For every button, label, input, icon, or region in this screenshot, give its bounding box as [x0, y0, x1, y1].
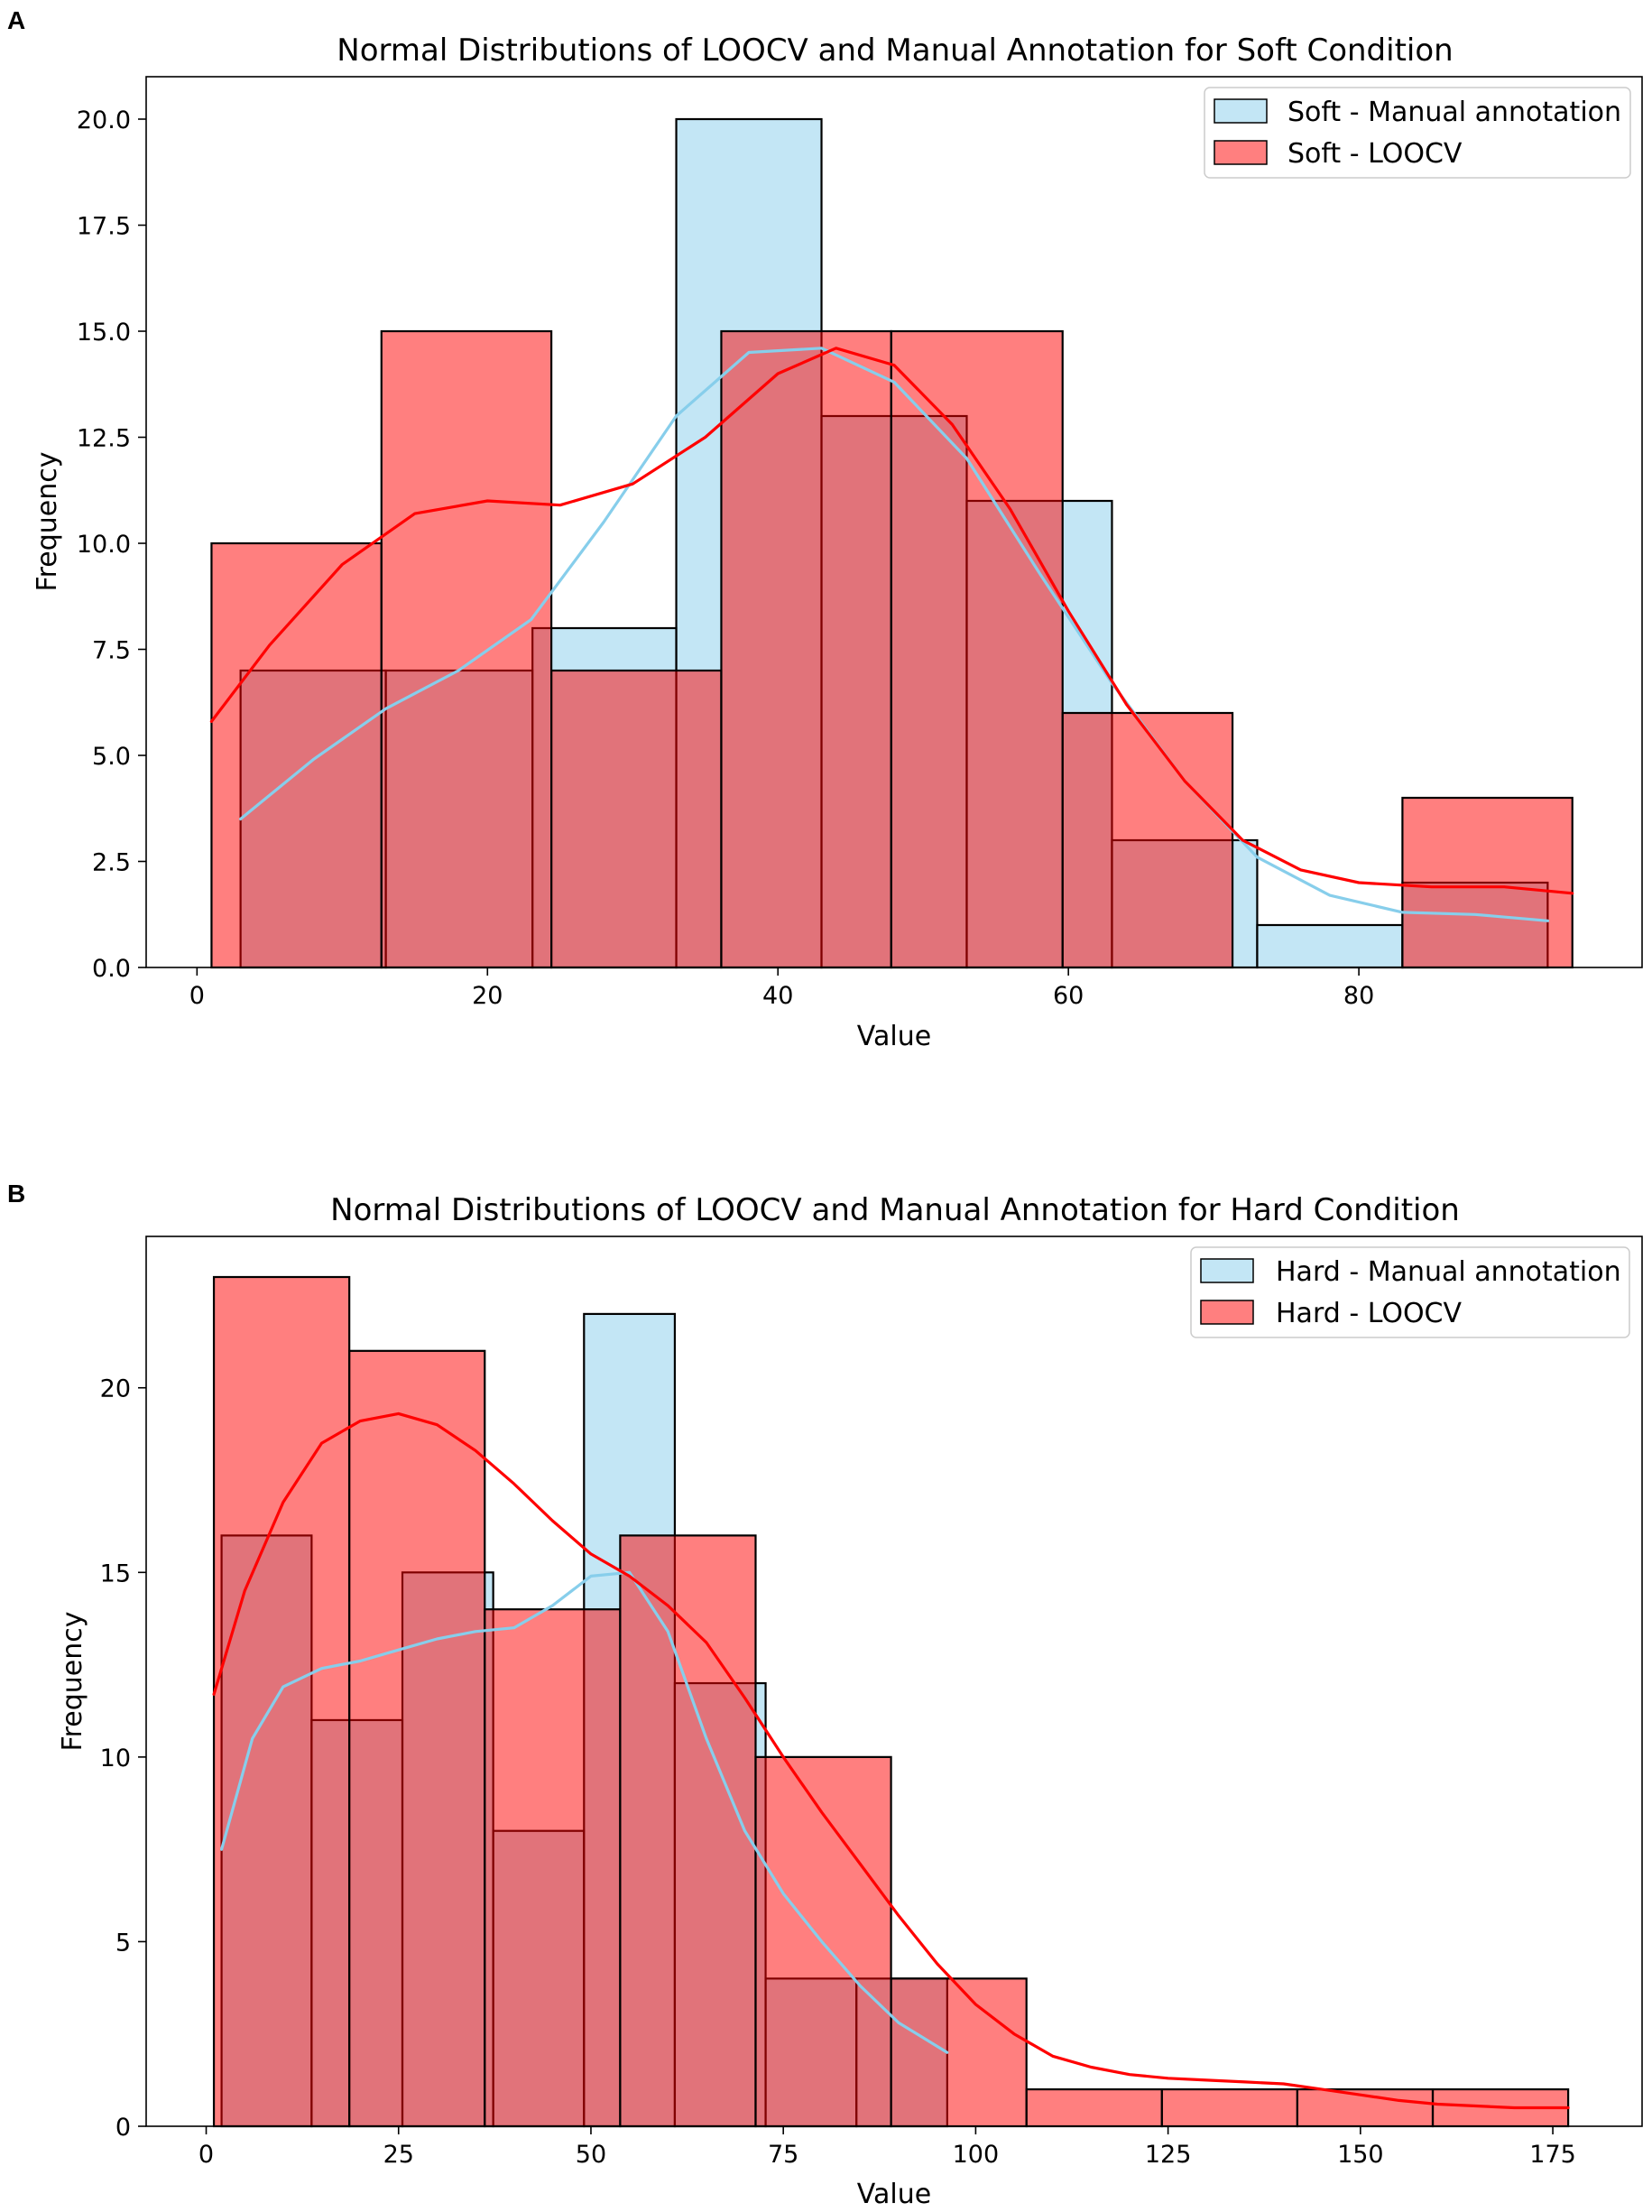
histogram-bar — [1061, 711, 1234, 969]
y-tick-label: 5.0 — [92, 743, 131, 771]
y-tick-label: 17.5 — [77, 213, 131, 241]
histogram-bar — [210, 541, 383, 969]
legend-label-loocv: Soft - LOOCV — [1287, 138, 1463, 170]
x-tick-label: 150 — [1337, 2141, 1384, 2169]
histogram-bar — [1401, 796, 1574, 969]
legend: Soft - Manual annotation Soft - LOOCV — [1204, 87, 1631, 179]
chart-panel-b: B Normal Distributions of LOOCV and Manu… — [7, 1180, 1643, 2210]
histogram-bar — [1296, 2087, 1435, 2128]
y-tick-label: 10 — [100, 1745, 131, 1772]
y-tick-label: 2.5 — [92, 849, 131, 877]
chart-panel-a: A Normal Distributions of LOOCV and Manu… — [7, 6, 1643, 1052]
plot-area — [212, 1275, 1570, 2128]
histogram-bar — [619, 1534, 757, 2128]
y-tick-label: 0 — [115, 2114, 131, 2142]
axes-frame — [145, 76, 1643, 968]
legend-swatch-loocv — [1214, 140, 1268, 165]
axis-ticks: 0 25 50 75 100 125 150 175 0 5 10 15 20 — [100, 1375, 1576, 2169]
y-tick-label: 12.5 — [77, 425, 131, 453]
x-tick-label: 175 — [1529, 2141, 1576, 2169]
y-tick-label: 15 — [100, 1560, 131, 1587]
histogram-bar — [484, 1608, 622, 2128]
x-tick-label: 50 — [576, 2141, 606, 2169]
legend-label-loocv: Hard - LOOCV — [1276, 1298, 1463, 1329]
x-axis-label: Value — [857, 1021, 931, 1052]
legend-frame — [1190, 1246, 1630, 1338]
legend-swatch-manual — [1214, 98, 1268, 124]
y-tick-label: 10.0 — [77, 531, 131, 559]
y-tick-label: 0.0 — [92, 955, 131, 983]
kde-curve-hard-manual-annotation — [220, 1570, 949, 2054]
x-tick-label: 125 — [1145, 2141, 1192, 2169]
series-soft-loocv — [210, 329, 1574, 969]
histogram-bar — [212, 1275, 351, 2128]
histogram-bar — [1025, 2087, 1163, 2128]
legend: Hard - Manual annotation Hard - LOOCV — [1190, 1246, 1630, 1338]
y-tick-label: 15.0 — [77, 319, 131, 347]
x-tick-label: 60 — [1053, 982, 1084, 1010]
y-tick-label: 5 — [115, 1929, 131, 1957]
y-tick-label: 20.0 — [77, 106, 131, 134]
x-axis-label: Value — [857, 2179, 931, 2210]
legend-label-manual: Soft - Manual annotation — [1287, 97, 1621, 128]
panel-label: A — [7, 6, 25, 34]
y-axis-label: Frequency — [32, 452, 63, 592]
x-tick-label: 25 — [383, 2141, 414, 2169]
y-tick-label: 20 — [100, 1375, 131, 1403]
kde-curve-hard-loocv — [212, 1411, 1570, 2110]
x-tick-label: 75 — [768, 2141, 798, 2169]
legend-swatch-loocv — [1200, 1300, 1254, 1325]
chart-title: Normal Distributions of LOOCV and Manual… — [337, 32, 1453, 69]
plot-area — [209, 117, 1574, 969]
x-tick-label: 0 — [198, 2141, 214, 2169]
axes-frame — [145, 1236, 1643, 2127]
y-tick-label: 7.5 — [92, 637, 131, 665]
histogram-bar — [348, 1349, 486, 2128]
histogram-bar — [890, 329, 1064, 969]
histogram-bar — [1256, 923, 1404, 969]
legend-swatch-manual — [1200, 1258, 1254, 1283]
histogram-bar — [720, 329, 892, 969]
kde-curve-soft-loocv — [209, 347, 1574, 895]
x-tick-label: 100 — [953, 2141, 1000, 2169]
x-tick-label: 0 — [189, 982, 205, 1010]
x-tick-label: 40 — [762, 982, 793, 1010]
y-axis-label: Frequency — [57, 1612, 88, 1752]
chart-title: Normal Distributions of LOOCV and Manual… — [330, 1192, 1460, 1228]
legend-frame — [1204, 87, 1631, 179]
histogram-bar — [380, 329, 553, 969]
x-tick-label: 20 — [472, 982, 503, 1010]
histogram-bar — [550, 669, 723, 969]
kde-curve-soft-manual-annotation — [239, 347, 1549, 922]
x-tick-label: 80 — [1343, 982, 1374, 1010]
histogram-bar — [1160, 2087, 1299, 2128]
axis-ticks: 0 20 40 60 80 0.0 2.5 5.0 7.5 10.0 12.5 15.0 17.5 20.… — [77, 106, 1374, 1010]
histogram-bar — [890, 1977, 1028, 2128]
panel-label: B — [7, 1180, 25, 1208]
legend-label-manual: Hard - Manual annotation — [1276, 1256, 1621, 1288]
